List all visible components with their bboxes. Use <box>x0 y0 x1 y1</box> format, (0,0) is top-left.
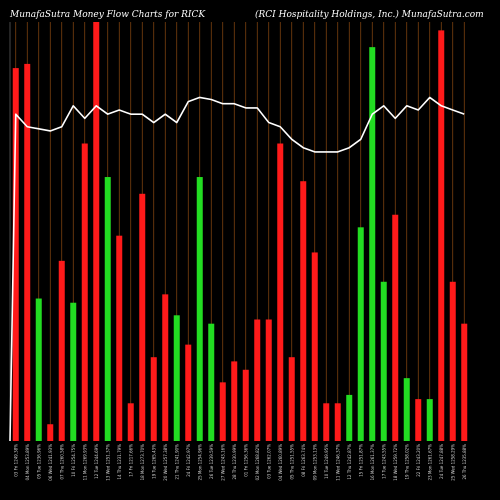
x-tick-label: 02 Mon 1268.82% <box>255 444 260 481</box>
x-tick-label: 11 Wed 1246.37% <box>335 444 340 481</box>
x-tick-label: 26 Thu 1235.88% <box>462 444 467 480</box>
bar <box>127 403 134 441</box>
bar <box>415 399 422 441</box>
x-tick-label: 21 Thu 1241.90% <box>174 444 179 480</box>
bar <box>392 214 399 441</box>
bar <box>24 63 31 442</box>
bar <box>58 260 65 441</box>
bar <box>162 294 169 441</box>
bar <box>242 369 249 441</box>
x-tick-label: 05 Tue 1236.96% <box>36 444 41 479</box>
x-tick-label: 28 Thu 1230.99% <box>232 444 237 480</box>
bar <box>438 30 445 441</box>
bar-series <box>12 22 468 442</box>
x-tick-label: 01 Fri 1256.36% <box>243 444 248 477</box>
bar <box>231 361 238 441</box>
bar <box>173 315 180 441</box>
x-tick-label: 24 Fri 1242.97% <box>186 444 191 477</box>
x-tick-label: 13 Wed 1251.37% <box>105 444 110 481</box>
bar <box>403 378 410 441</box>
x-tick-label: 05 Thu 1251.55% <box>289 444 294 480</box>
bar <box>288 357 295 441</box>
x-tick-labels: 03 Fri 1249.38% 04 Mon 1253.89% 05 Tue 123… <box>13 444 467 481</box>
bar <box>81 143 88 441</box>
x-tick-label: 22 Fri 1243.20% <box>416 444 421 477</box>
bar <box>369 47 376 441</box>
x-tick-label: 12 Tue 1244.69% <box>94 444 99 479</box>
bar <box>334 403 341 441</box>
x-tick-label: 04 Mon 1253.89% <box>25 444 30 481</box>
x-tick-label: 19 Thu 1258.02% <box>404 444 409 480</box>
bar <box>426 399 433 441</box>
chart-subtitle: (RCI Hospitality Holdings, Inc.) MunafaS… <box>255 10 484 20</box>
bar <box>357 227 364 441</box>
x-tick-label: 24 Tue 1247.88% <box>439 444 444 479</box>
bar <box>277 143 284 441</box>
bar <box>139 193 146 441</box>
x-tick-label: 23 Mon 1261.67% <box>427 444 432 481</box>
x-tick-label: 18 Mon 1273.70% <box>140 444 145 481</box>
bar <box>196 177 203 441</box>
x-tick-label: 16 Mon 1261.37% <box>370 444 375 481</box>
bar <box>461 323 468 441</box>
x-tick-label: 26 Tue 1239.59% <box>209 444 214 479</box>
bar <box>70 302 77 441</box>
line-series <box>9 96 465 442</box>
bar <box>47 424 54 441</box>
x-tick-label: 03 Tue 1262.07% <box>266 444 271 479</box>
x-tick-label: 11 Mon 1269.93% <box>82 444 87 481</box>
bar <box>116 235 123 441</box>
bar <box>254 319 261 441</box>
bar <box>449 281 456 441</box>
x-tick-label: 17 Fri 1217.66% <box>128 444 133 477</box>
money-flow-line <box>9 96 465 442</box>
x-tick-label: 14 Thu 1231.79% <box>117 444 122 480</box>
x-tick-label: 25 Mon 1254.96% <box>197 444 202 481</box>
bar <box>208 323 215 441</box>
x-tick-label: 07 Thu 1260.58% <box>59 444 64 480</box>
bar <box>311 252 318 441</box>
bar <box>265 319 272 441</box>
x-tick-label: 27 Wed 1243.16% <box>220 444 225 481</box>
x-tick-label: 09 Mon 1253.13% <box>312 444 317 481</box>
bar <box>185 344 192 441</box>
x-tick-label: 15 Fri 1251.87% <box>358 444 363 477</box>
x-tick-label: 06 Wed 1241.93% <box>48 444 53 481</box>
bar <box>346 394 353 441</box>
bar <box>35 298 42 441</box>
x-tick-label: 12 Thu 1242.87% <box>347 444 352 480</box>
x-tick-label: 10 Fri 1254.75% <box>71 444 76 477</box>
bar <box>104 177 111 441</box>
bar <box>380 281 387 441</box>
bar <box>93 22 100 441</box>
x-tick-label: 03 Fri 1249.38% <box>13 444 18 477</box>
bar <box>12 68 19 441</box>
x-tick-label: 04 Wed 1260.89% <box>278 444 283 481</box>
x-tick-label: 25 Wed 1258.29% <box>450 444 455 481</box>
bar <box>150 357 157 441</box>
x-tick-label: 19 Tue 1265.43% <box>151 444 156 479</box>
x-tick-label: 18 Wed 1259.72% <box>393 444 398 481</box>
x-tick-label: 17 Tue 1243.55% <box>381 444 386 479</box>
x-tick-label: 20 Wed 1257.38% <box>163 444 168 481</box>
x-tick-label: 08 Fri 1263.74% <box>301 444 306 477</box>
bar <box>300 181 307 441</box>
x-tick-label: 10 Tue 1249.95% <box>324 444 329 479</box>
bar <box>323 403 330 441</box>
chart-title: MunafaSutra Money Flow Charts for RICK <box>10 10 206 20</box>
bar <box>219 382 226 441</box>
